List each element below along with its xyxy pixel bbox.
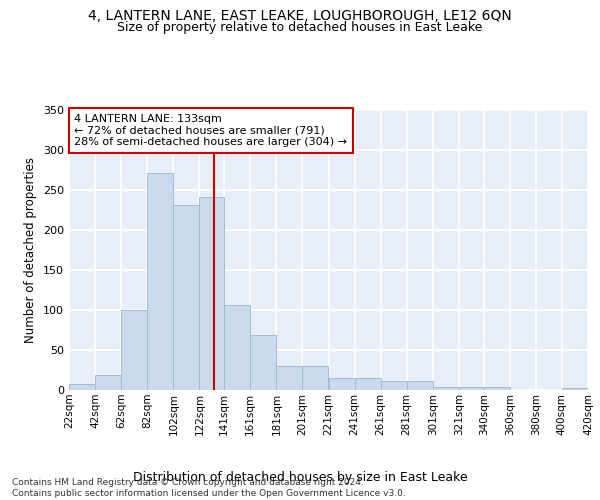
Bar [407, 381, 433, 390]
Text: 4 LANTERN LANE: 133sqm
← 72% of detached houses are smaller (791)
28% of semi-de: 4 LANTERN LANE: 133sqm ← 72% of detached… [74, 114, 347, 147]
Bar [484, 387, 510, 390]
Bar [199, 197, 224, 390]
Text: Size of property relative to detached houses in East Leake: Size of property relative to detached ho… [118, 21, 482, 34]
Text: 4, LANTERN LANE, EAST LEAKE, LOUGHBOROUGH, LE12 6QN: 4, LANTERN LANE, EAST LEAKE, LOUGHBOROUG… [88, 9, 512, 23]
Bar [250, 335, 277, 390]
Bar [121, 310, 147, 390]
Text: Distribution of detached houses by size in East Leake: Distribution of detached houses by size … [133, 471, 467, 484]
Bar [147, 173, 173, 390]
Bar [562, 388, 588, 390]
Bar [277, 366, 302, 390]
Y-axis label: Number of detached properties: Number of detached properties [25, 157, 37, 343]
Bar [173, 205, 199, 390]
Text: Contains HM Land Registry data © Crown copyright and database right 2024.
Contai: Contains HM Land Registry data © Crown c… [12, 478, 406, 498]
Bar [380, 381, 407, 390]
Bar [329, 378, 355, 390]
Bar [433, 387, 459, 390]
Bar [224, 305, 250, 390]
Bar [459, 387, 484, 390]
Bar [355, 378, 380, 390]
Bar [95, 375, 121, 390]
Bar [69, 384, 95, 390]
Bar [302, 366, 329, 390]
